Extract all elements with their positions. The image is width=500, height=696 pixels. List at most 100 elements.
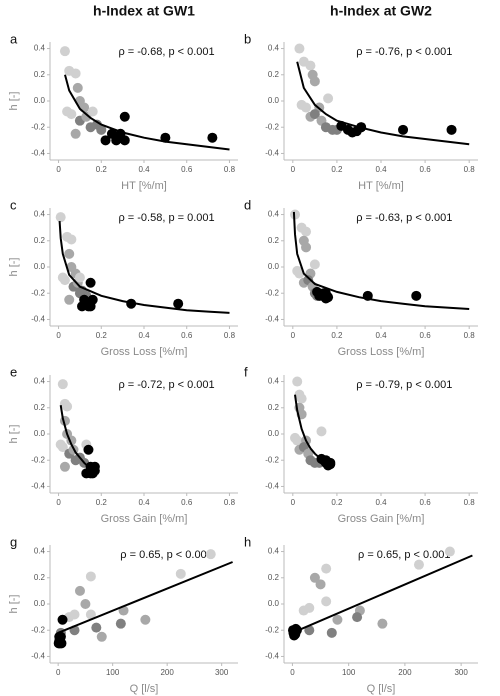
x-tick-label: 0.4 xyxy=(138,498,150,507)
point xyxy=(321,596,332,607)
x-tick-label: 0.8 xyxy=(224,498,236,507)
panel-label: c xyxy=(10,197,17,212)
annotation: ρ = -0.58, p = 0.001 xyxy=(118,212,214,224)
x-tick-label: 0.8 xyxy=(224,331,236,340)
point xyxy=(59,275,70,286)
y-tick-label: 0.4 xyxy=(268,547,280,556)
point xyxy=(315,579,326,590)
point xyxy=(292,376,303,387)
point xyxy=(305,60,316,71)
y-tick-label: -0.2 xyxy=(265,455,279,464)
y-tick-label: 0.4 xyxy=(34,377,46,386)
point xyxy=(74,585,85,596)
y-tick-label: -0.2 xyxy=(31,288,45,297)
y-tick-label: 0.4 xyxy=(268,377,280,386)
x-tick-label: 300 xyxy=(215,668,229,677)
point xyxy=(87,106,98,117)
x-tick-label: 0.4 xyxy=(375,498,387,507)
y-tick-label: 0.2 xyxy=(268,70,280,79)
x-tick-label: 0.2 xyxy=(331,165,343,174)
point xyxy=(175,568,186,579)
x-tick-label: 0 xyxy=(56,498,61,507)
point xyxy=(309,76,320,87)
point xyxy=(119,135,130,146)
point xyxy=(398,124,409,135)
x-tick-label: 0.6 xyxy=(420,331,432,340)
fit-line xyxy=(292,211,470,310)
point xyxy=(352,612,363,623)
y-tick-label: -0.2 xyxy=(265,122,279,131)
point xyxy=(59,461,70,472)
fit-line xyxy=(57,561,233,634)
x-tick-label: 100 xyxy=(342,668,356,677)
point xyxy=(91,622,102,633)
point xyxy=(85,571,96,582)
y-tick-label: 0.2 xyxy=(268,403,280,412)
fit-line xyxy=(58,221,230,314)
x-tick-label: 0.8 xyxy=(464,331,476,340)
point xyxy=(294,43,305,54)
y-tick-label: -0.4 xyxy=(265,482,279,491)
point xyxy=(309,572,320,583)
y-tick-label: 0.0 xyxy=(268,599,280,608)
point xyxy=(301,226,312,237)
panel-label: d xyxy=(244,197,251,212)
y-tick-label: -0.2 xyxy=(265,625,279,634)
fit-line xyxy=(64,74,230,151)
x-axis-label: Gross Loss [%/m] xyxy=(101,346,188,358)
panel-label: g xyxy=(10,534,17,549)
y-tick-label: -0.4 xyxy=(31,315,45,324)
x-tick-label: 0.2 xyxy=(96,331,108,340)
panel-label: h xyxy=(244,534,251,549)
y-tick-label: 0.4 xyxy=(34,547,46,556)
y-tick-label: 0.4 xyxy=(34,44,46,53)
panel-label: e xyxy=(10,364,17,379)
annotation: ρ = -0.68, p < 0.001 xyxy=(118,46,214,58)
point xyxy=(446,124,457,135)
y-tick-label: 0.4 xyxy=(34,210,46,219)
point xyxy=(57,614,68,625)
point xyxy=(85,609,96,620)
point xyxy=(55,212,66,223)
point xyxy=(444,546,455,557)
point xyxy=(296,393,307,404)
y-tick-label: 0.0 xyxy=(34,429,46,438)
y-tick-label: -0.2 xyxy=(31,122,45,131)
x-tick-label: 0.6 xyxy=(181,165,193,174)
point xyxy=(304,625,315,636)
y-axis-label: h [-] xyxy=(8,258,20,277)
y-tick-label: -0.4 xyxy=(265,315,279,324)
y-tick-label: -0.2 xyxy=(265,288,279,297)
annotation: ρ = -0.76, p < 0.001 xyxy=(356,46,452,58)
point xyxy=(312,286,323,297)
annotation: ρ = 0.65, p < 0.001 xyxy=(358,549,451,561)
x-tick-label: 0 xyxy=(56,331,61,340)
y-tick-label: 0.2 xyxy=(34,403,46,412)
point xyxy=(70,128,81,139)
point xyxy=(81,468,92,479)
x-axis-label: Q [l/s] xyxy=(367,683,396,695)
y-tick-label: -0.4 xyxy=(31,652,45,661)
x-tick-label: 0.2 xyxy=(96,165,108,174)
point xyxy=(72,82,83,93)
point xyxy=(83,444,94,455)
point xyxy=(205,549,216,560)
y-tick-label: 0.2 xyxy=(268,236,280,245)
point xyxy=(332,614,343,625)
point xyxy=(320,288,331,299)
x-tick-label: 0.4 xyxy=(138,331,150,340)
x-tick-label: 0.2 xyxy=(96,498,108,507)
x-tick-label: 0.6 xyxy=(181,498,193,507)
x-tick-label: 0 xyxy=(290,668,295,677)
point xyxy=(292,435,303,446)
x-tick-label: 0.2 xyxy=(331,498,343,507)
x-tick-label: 200 xyxy=(160,668,174,677)
x-tick-label: 0.2 xyxy=(331,331,343,340)
y-tick-label: -0.2 xyxy=(31,455,45,464)
point xyxy=(115,618,126,629)
point xyxy=(64,248,75,259)
x-axis-label: HT [%/m] xyxy=(358,180,404,192)
x-axis-label: Gross Gain [%/m] xyxy=(101,513,188,525)
point xyxy=(316,426,327,437)
x-tick-label: 0 xyxy=(291,498,296,507)
